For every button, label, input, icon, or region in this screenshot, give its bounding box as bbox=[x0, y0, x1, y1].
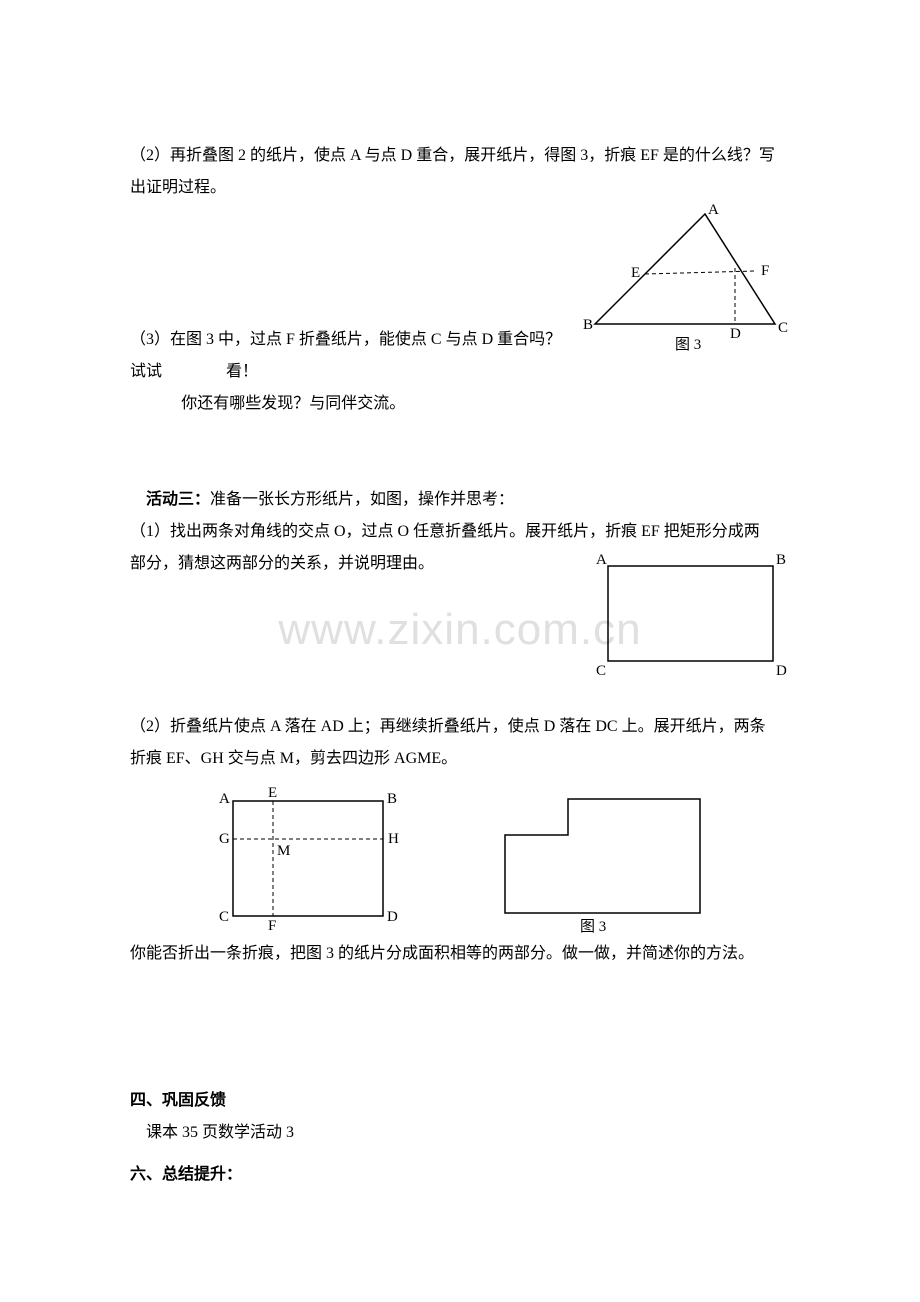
activity-3-label: 活动三： bbox=[146, 491, 210, 508]
section-4-line: 课本 35 页数学活动 3 bbox=[130, 1117, 790, 1149]
activity-3-p2a: （2）折叠纸片使点 A 落在 AD 上；再继续折叠纸片，使点 D 落在 DC 上… bbox=[130, 711, 790, 743]
sq-F: F bbox=[268, 918, 276, 933]
sq-B: B bbox=[387, 791, 397, 807]
figure-lshape: 图 3 bbox=[495, 783, 715, 938]
sq-H: H bbox=[388, 831, 399, 847]
label-B: B bbox=[583, 317, 593, 333]
r1-A: A bbox=[596, 552, 607, 568]
label-D: D bbox=[730, 326, 741, 342]
r1-C: C bbox=[596, 663, 606, 678]
activity-3-p3: 你能否折出一条折痕，把图 3 的纸片分成面积相等的两部分。做一做，并简述你的方法… bbox=[130, 938, 790, 970]
triangle-caption: 图 3 bbox=[675, 336, 701, 353]
activity-3-title: 活动三：准备一张长方形纸片，如图，操作并思考： bbox=[130, 484, 790, 516]
sq-M: M bbox=[277, 843, 290, 859]
r1-B: B bbox=[776, 552, 786, 568]
activity-3-p1a: （1）找出两条对角线的交点 O，过点 O 任意折叠纸片。展开纸片，折痕 EF 把… bbox=[130, 516, 790, 548]
sq-G: G bbox=[219, 831, 230, 847]
question-2: （2）再折叠图 2 的纸片，使点 A 与点 D 重合，展开纸片，得图 3，折痕 … bbox=[130, 140, 790, 204]
section-4-heading: 四、巩固反馈 bbox=[130, 1085, 790, 1117]
label-F: F bbox=[761, 263, 769, 279]
r1-D: D bbox=[776, 663, 787, 678]
label-E: E bbox=[631, 265, 640, 281]
figure-square: A B C D E F G H M bbox=[205, 783, 415, 938]
figure-row: A B C D E F G H M 图 3 bbox=[130, 783, 790, 938]
activity-3-p2b: 折痕 EF、GH 交与点 M，剪去四边形 AGME。 bbox=[130, 743, 790, 775]
sq-D: D bbox=[387, 909, 398, 925]
figure-triangle: A B C D E F 图 3 bbox=[580, 204, 790, 359]
sq-C: C bbox=[219, 909, 229, 925]
label-C: C bbox=[778, 320, 788, 336]
sq-E: E bbox=[268, 785, 277, 801]
activity-3-rest: 准备一张长方形纸片，如图，操作并思考： bbox=[210, 491, 514, 508]
question-3-line2: 你还有哪些发现？与同伴交流。 bbox=[130, 388, 790, 420]
label-A: A bbox=[708, 204, 719, 218]
q3-text-a: （3）在图 3 中，过点 F 折叠纸片，能使点 C 与点 D 重合吗？试试 bbox=[130, 331, 561, 380]
sq-A: A bbox=[219, 791, 230, 807]
q3-text-b: 看！ bbox=[226, 363, 258, 380]
section-6-heading: 六、总结提升： bbox=[130, 1159, 790, 1191]
figure-rect1: A B C D bbox=[590, 548, 790, 683]
lshape-caption: 图 3 bbox=[580, 918, 606, 933]
